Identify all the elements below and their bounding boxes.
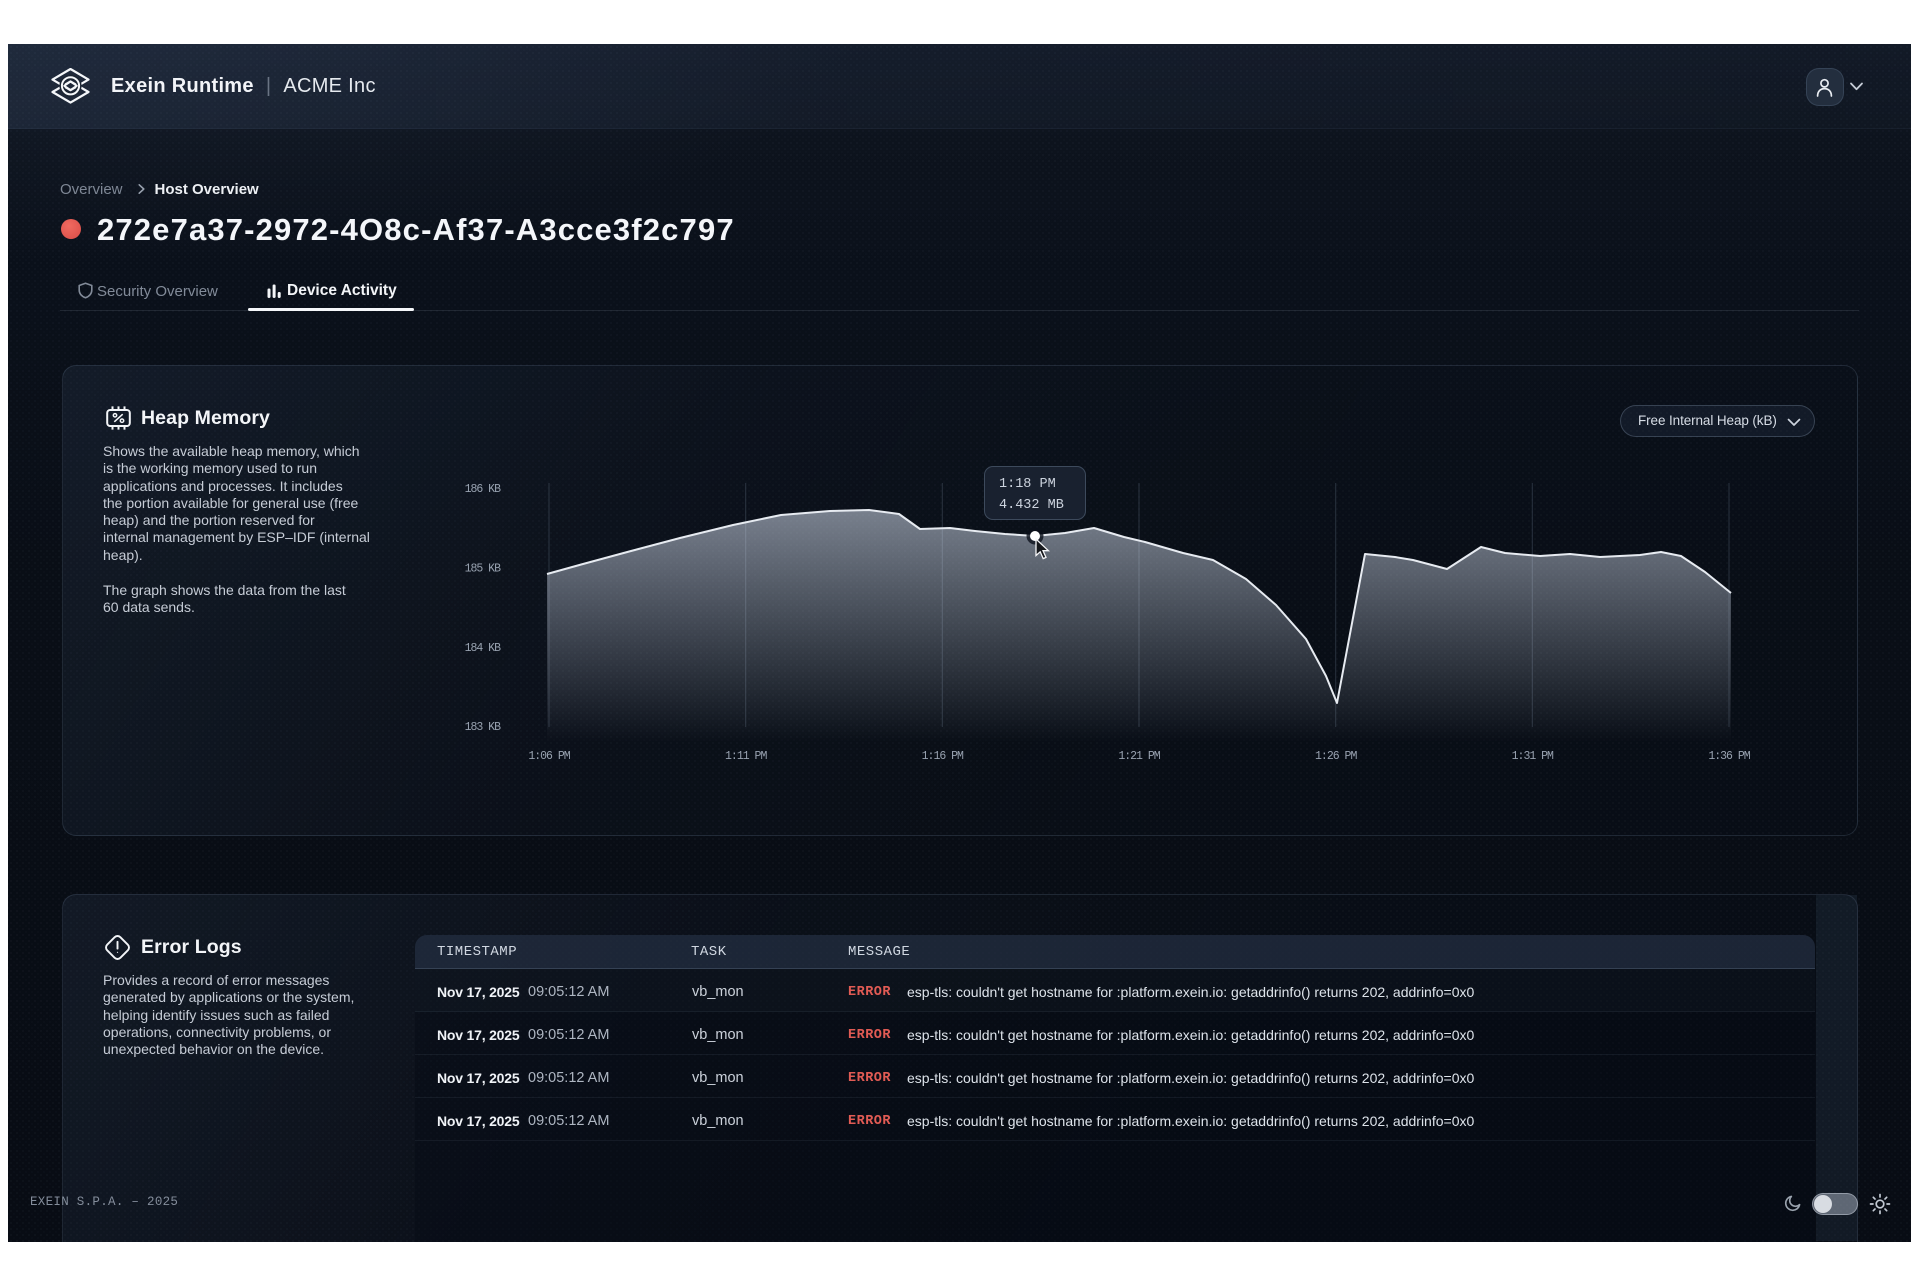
svg-text:186 KB: 186 KB [465, 483, 502, 496]
svg-text:1:31 PM: 1:31 PM [1512, 750, 1554, 763]
svg-text:1:16 PM: 1:16 PM [922, 750, 964, 763]
svg-text:1:21 PM: 1:21 PM [1118, 750, 1160, 763]
svg-text:185 KB: 185 KB [465, 563, 502, 576]
svg-text:1:26 PM: 1:26 PM [1315, 750, 1357, 763]
svg-text:1:06 PM: 1:06 PM [528, 750, 570, 763]
svg-text:1:36 PM: 1:36 PM [1708, 750, 1750, 763]
svg-text:184 KB: 184 KB [465, 642, 502, 655]
svg-text:1:11 PM: 1:11 PM [725, 750, 767, 763]
svg-text:183 KB: 183 KB [465, 721, 502, 734]
